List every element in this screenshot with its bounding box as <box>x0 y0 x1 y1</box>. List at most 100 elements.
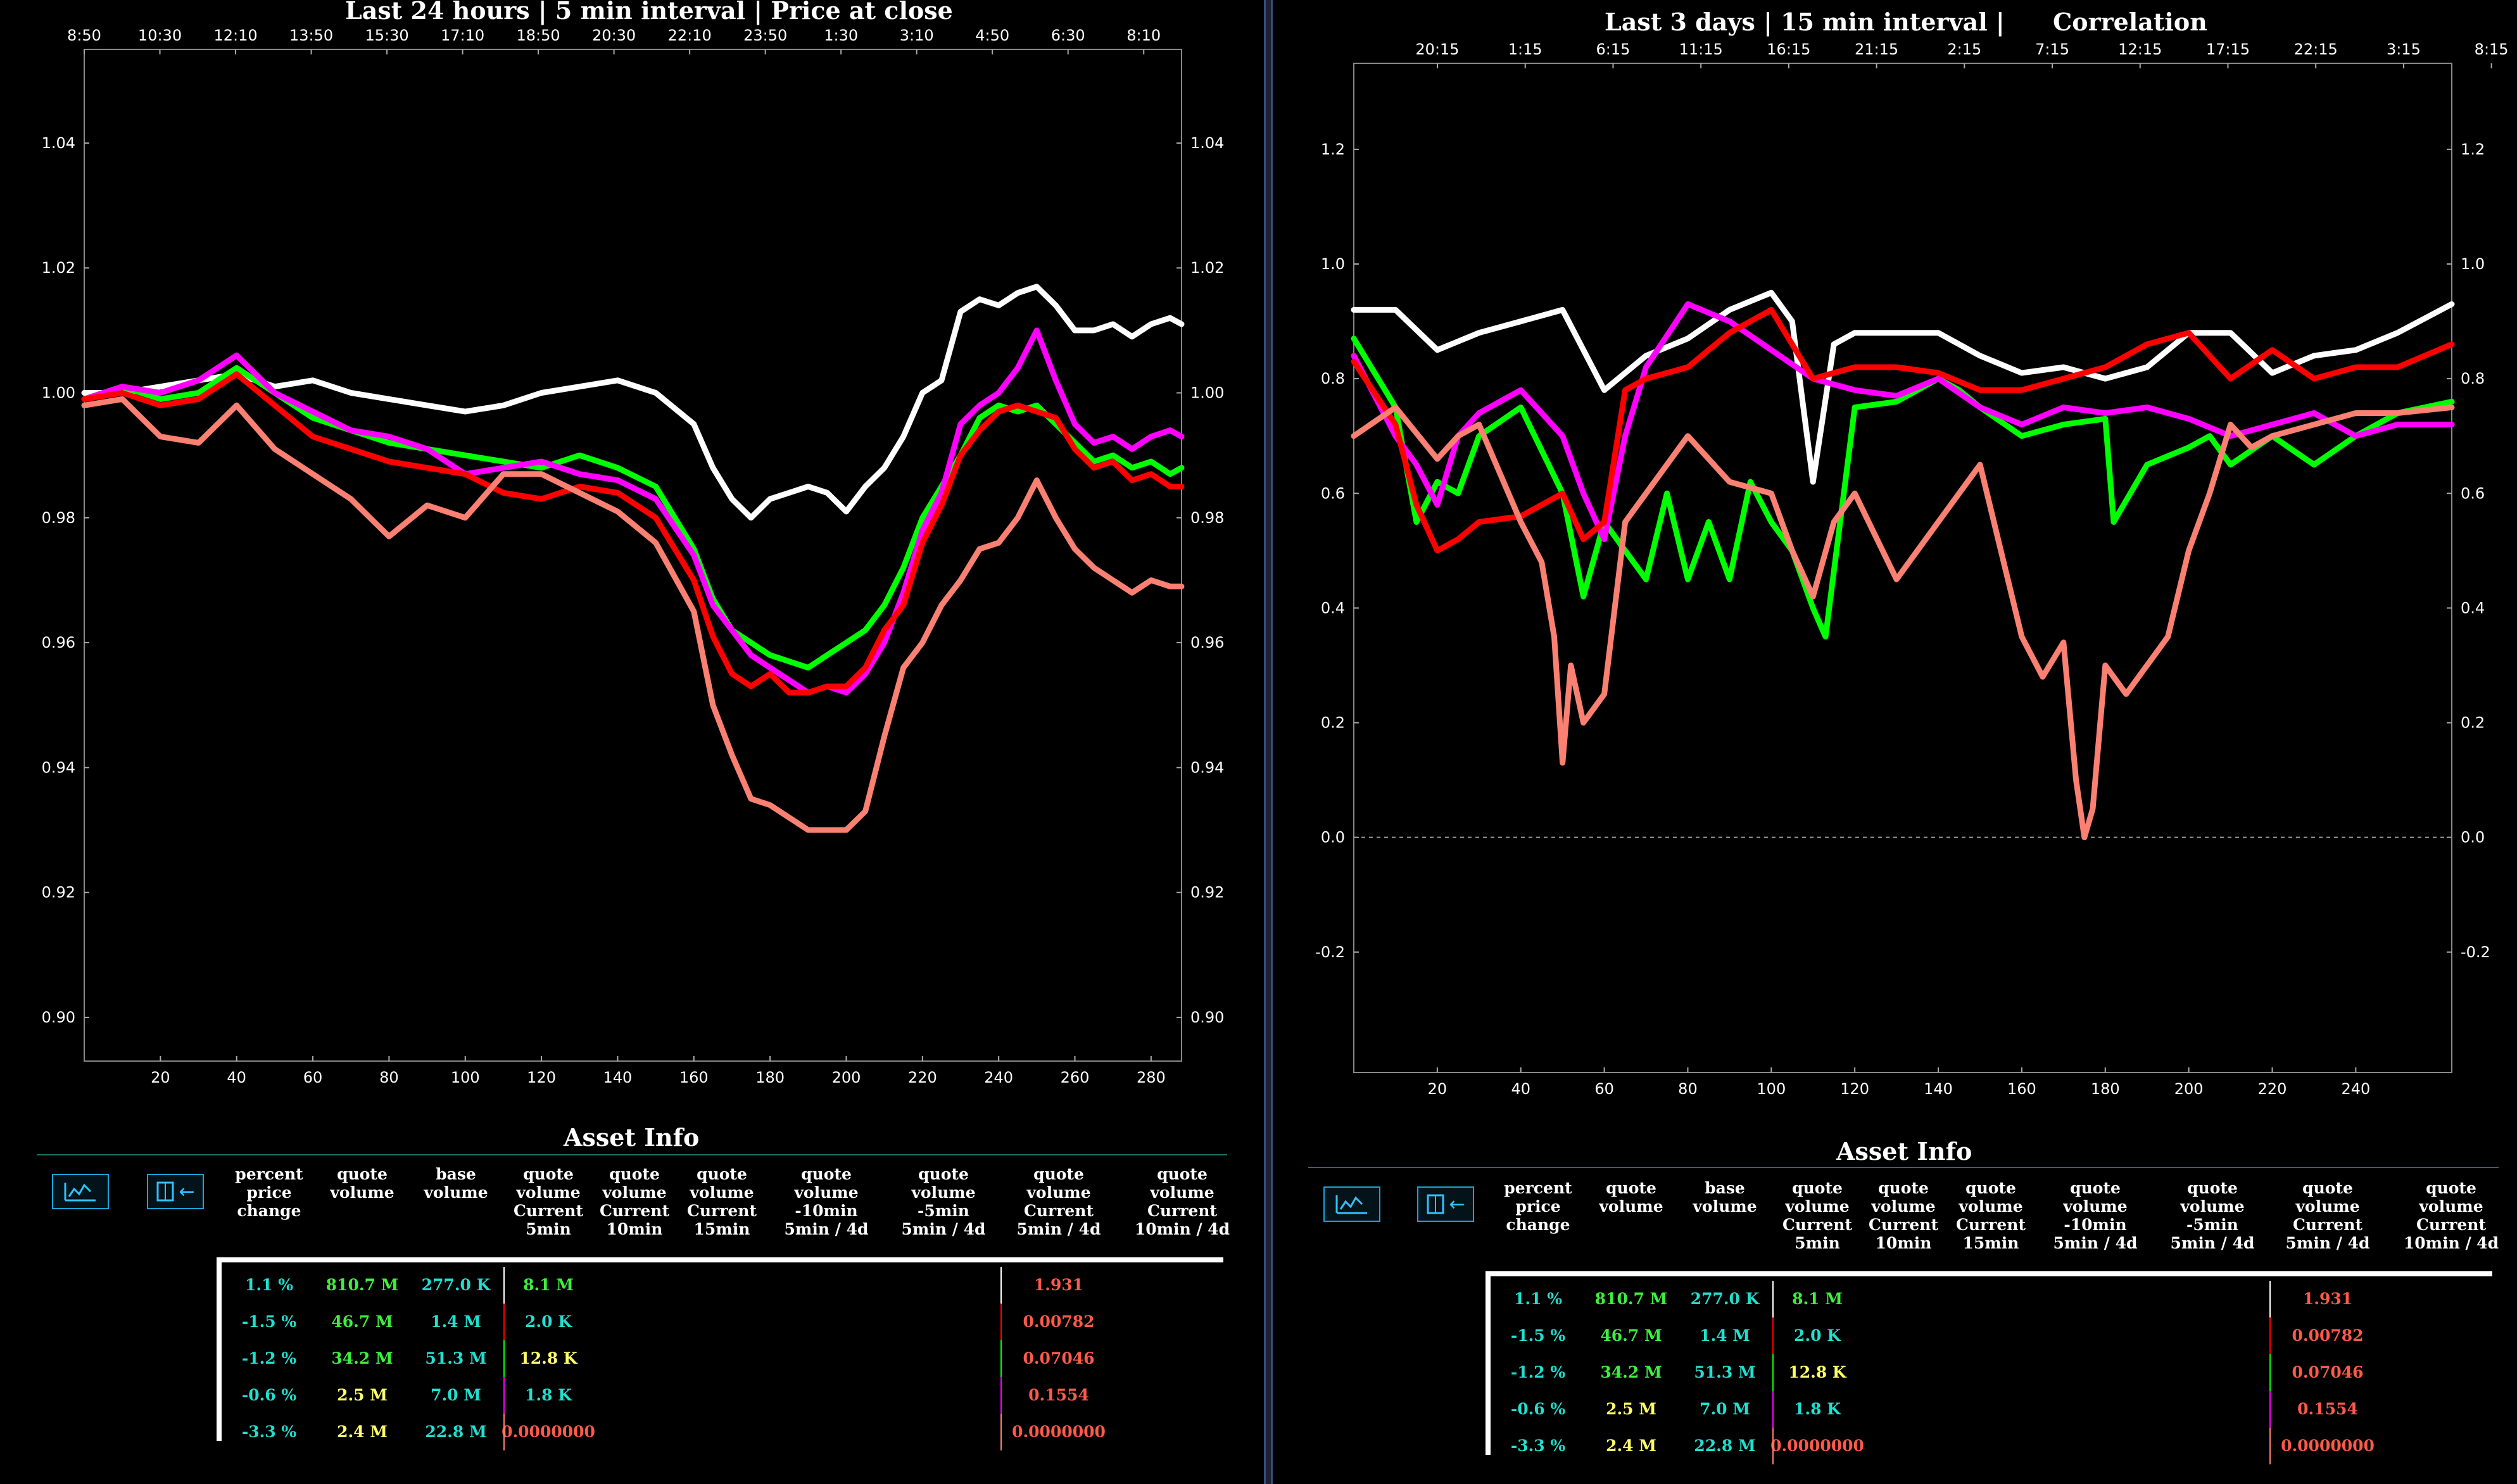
left-time-tick-label: 23:50 <box>743 27 787 44</box>
right-asset-info-title: Asset Info <box>1836 1137 1972 1166</box>
right-x-tick-label: 60 <box>1594 1080 1614 1098</box>
right-y-tick-label-left: 0.4 <box>1321 599 1345 617</box>
right-column-header: quote volume Current 10min / 4d <box>2403 1179 2499 1252</box>
left-row-separator <box>503 1304 505 1340</box>
left-column-header: base volume <box>424 1165 488 1202</box>
right-table-frame <box>1486 1271 1491 1455</box>
right-x-tick-label: 120 <box>1840 1080 1869 1098</box>
left-y-tick-label-left: 0.96 <box>42 634 75 651</box>
left-y-tick-label-right: 1.02 <box>1190 259 1224 277</box>
right-chart-title: Last 3 days | 15 min interval | <box>1605 8 2005 36</box>
right-table-cell: 0.1554 <box>2297 1400 2358 1418</box>
right-table-cell: 2.4 M <box>1606 1437 1656 1455</box>
left-series-salmon <box>81 396 1185 833</box>
left-table-frame-top <box>217 1257 1223 1262</box>
right-time-tick-label: 6:15 <box>1596 41 1630 58</box>
right-x-tick-label: 200 <box>2174 1080 2204 1098</box>
right-series-red <box>1351 306 2455 554</box>
right-table-cell: 1.931 <box>2302 1290 2353 1308</box>
left-y-tick-label-left: 1.04 <box>42 134 75 152</box>
right-row-separator <box>1772 1281 1774 1317</box>
right-y-tick-label-left: 0.0 <box>1321 829 1345 846</box>
left-time-tick-label: 8:50 <box>67 27 101 44</box>
right-row-separator <box>2269 1391 2271 1428</box>
left-table-cell: -1.5 % <box>241 1312 297 1331</box>
panel-divider <box>1264 0 1273 1484</box>
left-table-cell: 277.0 K <box>421 1276 491 1294</box>
back-arrow-icon: ← <box>1449 1193 1465 1216</box>
left-plot-frame <box>84 49 1182 1062</box>
left-price-chart: 20 40 60 80 100 120 140 160 180 200 220 240 260 280 8:… <box>42 27 1225 1086</box>
left-row-separator <box>503 1267 505 1304</box>
left-time-tick-label: 3:10 <box>900 27 934 44</box>
left-time-tick-label: 1:30 <box>824 27 858 44</box>
left-time-tick-label: 10:30 <box>138 27 182 44</box>
left-row-separator <box>1000 1414 1002 1450</box>
left-column-header: quote volume Current 10min / 4d <box>1134 1165 1230 1238</box>
right-column-header: base volume <box>1693 1179 1757 1216</box>
right-correlation-chart: 20 40 60 80 100 120 140 160 180 200 220 240 20:15 1:1… <box>1315 41 2508 1098</box>
left-column-header: quote volume Current 5min <box>513 1165 584 1238</box>
left-column-header: quote volume Current 10min <box>599 1165 670 1238</box>
left-column-header: percent price change <box>235 1165 303 1220</box>
right-table-cell: 0.0000000 <box>2281 1437 2375 1455</box>
left-table-cell: 0.07046 <box>1023 1349 1095 1368</box>
left-y-tick-label-right: 0.96 <box>1190 634 1224 651</box>
left-column-header: quote volume <box>330 1165 394 1202</box>
left-time-tick-label: 20:30 <box>592 27 636 44</box>
left-table-cell: 51.3 M <box>425 1349 487 1368</box>
left-x-tick-label: 160 <box>679 1069 709 1086</box>
right-table-cell: 0.0000000 <box>1770 1437 1864 1455</box>
left-time-tick-label: 12:10 <box>213 27 257 44</box>
right-time-tick-label: 21:15 <box>1855 41 1898 58</box>
right-table-cell: 8.1 M <box>1792 1290 1843 1308</box>
right-plot-frame <box>1353 63 2452 1073</box>
right-column-header: quote volume Current 15min <box>1955 1179 2026 1252</box>
back-arrow-icon: ← <box>179 1180 195 1203</box>
left-y-tick-label-left: 0.92 <box>42 884 75 902</box>
left-table-cell: -3.3 % <box>241 1423 297 1441</box>
right-back-button[interactable]: ← <box>1417 1186 1474 1222</box>
right-column-header: quote volume <box>1599 1179 1663 1216</box>
right-y-tick-label-right: 0.6 <box>2461 484 2485 502</box>
left-chart-button[interactable] <box>52 1174 109 1209</box>
left-table-cell: 1.4 M <box>431 1312 481 1331</box>
right-row-separator <box>2269 1281 2271 1317</box>
chart-icon <box>1335 1195 1367 1214</box>
right-row-separator <box>1772 1317 1774 1354</box>
right-y-tick-label-right: -0.2 <box>2461 943 2490 961</box>
left-x-tick-label: 180 <box>755 1069 785 1086</box>
right-table-cell: 0.00782 <box>2292 1326 2364 1345</box>
right-chart-title-correlation: Correlation <box>2053 8 2207 36</box>
left-x-tick-label: 200 <box>832 1069 861 1086</box>
left-column-header: quote volume Current 5min / 4d <box>1016 1165 1101 1238</box>
right-x-tick-label: 100 <box>1757 1080 1786 1098</box>
left-chart-title: Last 24 hours | 5 min interval | Price a… <box>345 0 953 25</box>
right-time-tick-label: 20:15 <box>1415 41 1459 58</box>
left-x-tick-label: 240 <box>984 1069 1013 1086</box>
left-row-separator <box>503 1377 505 1414</box>
left-info-divider <box>37 1154 1227 1155</box>
left-table-cell: 0.00782 <box>1023 1312 1095 1331</box>
left-y-tick-label-right: 0.90 <box>1190 1009 1224 1026</box>
left-back-button[interactable]: ← <box>147 1174 204 1209</box>
left-x-tick-label: 260 <box>1061 1069 1090 1086</box>
right-table-cell: 810.7 M <box>1594 1290 1668 1308</box>
left-table-frame <box>217 1257 222 1441</box>
left-x-tick-label: 120 <box>527 1069 556 1086</box>
right-table-frame-top <box>1486 1271 2492 1276</box>
right-x-tick-label: 160 <box>2007 1080 2036 1098</box>
left-time-tick-label: 6:30 <box>1051 27 1085 44</box>
right-y-tick-label-right: 0.0 <box>2461 829 2485 846</box>
right-column-header: quote volume Current 5min <box>1782 1179 1853 1252</box>
left-y-tick-label-right: 0.94 <box>1190 758 1224 776</box>
left-table-cell: 7.0 M <box>431 1386 481 1404</box>
right-x-tick-label: 240 <box>2341 1080 2370 1098</box>
right-chart-button[interactable] <box>1323 1186 1380 1222</box>
right-table-cell: 22.8 M <box>1694 1437 1756 1455</box>
left-table-cell: 2.4 M <box>337 1423 388 1441</box>
left-table-cell: -1.2 % <box>241 1349 297 1368</box>
right-column-header: percent price change <box>1504 1179 1572 1234</box>
right-table-cell: 34.2 M <box>1600 1363 1662 1381</box>
right-table-cell: -3.3 % <box>1510 1437 1566 1455</box>
